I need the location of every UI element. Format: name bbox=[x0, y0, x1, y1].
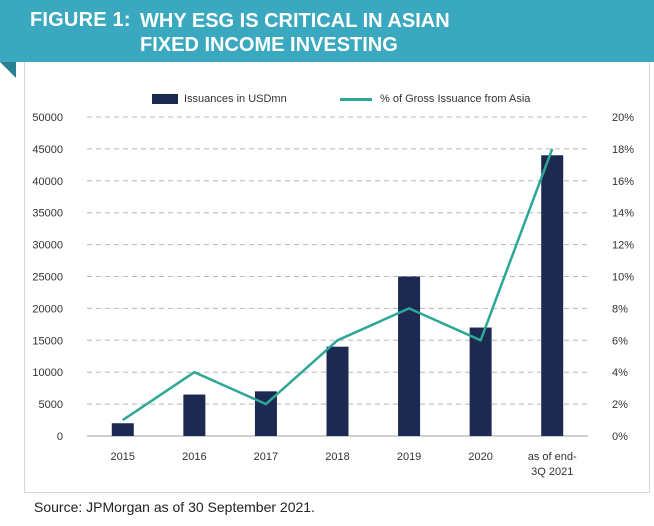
y-tick-label: 25000 bbox=[32, 272, 63, 284]
x-tick-label: 2020 bbox=[468, 451, 492, 463]
figure-title: WHY ESG IS CRITICAL IN ASIAN FIXED INCOM… bbox=[140, 9, 620, 57]
legend-line-swatch bbox=[340, 97, 372, 101]
legend-bars: Issuances in USDmn bbox=[152, 93, 287, 105]
y-tick-label: 15000 bbox=[32, 335, 63, 347]
y-tick-label: 10000 bbox=[32, 367, 63, 379]
bar bbox=[398, 276, 421, 436]
x-tick-label: as of end- bbox=[528, 451, 577, 463]
figure-title-line-1: WHY ESG IS CRITICAL IN ASIAN bbox=[140, 10, 450, 32]
chart-frame bbox=[24, 62, 650, 493]
y-tick-label: 35000 bbox=[32, 208, 63, 220]
figure-banner bbox=[0, 0, 654, 62]
legend-line-label: % of Gross Issuance from Asia bbox=[380, 93, 531, 105]
y2-tick-label: 14% bbox=[612, 208, 634, 220]
bar bbox=[541, 155, 564, 436]
bar bbox=[111, 423, 134, 436]
legend-bar-label: Issuances in USDmn bbox=[184, 93, 287, 105]
figure-label: FIGURE 1: bbox=[30, 9, 131, 31]
y2-tick-label: 6% bbox=[612, 335, 628, 347]
y2-tick-label: 4% bbox=[612, 367, 628, 379]
y-tick-label: 0 bbox=[57, 431, 63, 443]
x-tick-label: 2015 bbox=[111, 451, 135, 463]
x-tick-label: 2019 bbox=[397, 451, 421, 463]
y2-tick-label: 0% bbox=[612, 431, 628, 443]
legend-line: % of Gross Issuance from Asia bbox=[340, 93, 530, 105]
bar bbox=[326, 346, 349, 436]
y2-tick-label: 2% bbox=[612, 399, 628, 411]
y2-tick-label: 12% bbox=[612, 240, 634, 252]
x-tick-label: 2016 bbox=[182, 451, 206, 463]
y2-tick-label: 20% bbox=[612, 112, 634, 124]
y-tick-label: 40000 bbox=[32, 176, 63, 188]
y-tick-label: 50000 bbox=[32, 112, 63, 124]
bar bbox=[183, 394, 206, 436]
y-tick-label: 5000 bbox=[39, 399, 63, 411]
x-tick-label: 3Q 2021 bbox=[531, 466, 573, 478]
y2-tick-label: 10% bbox=[612, 272, 634, 284]
x-tick-label: 2017 bbox=[254, 451, 278, 463]
y-tick-label: 45000 bbox=[32, 144, 63, 156]
bar bbox=[469, 327, 492, 436]
x-tick-label: 2018 bbox=[325, 451, 349, 463]
source-note: Source: JPMorgan as of 30 September 2021… bbox=[34, 499, 315, 515]
y2-tick-label: 18% bbox=[612, 144, 634, 156]
y-tick-label: 30000 bbox=[32, 240, 63, 252]
percent-line bbox=[122, 148, 554, 422]
figure-title-line-2: FIXED INCOME INVESTING bbox=[140, 34, 398, 56]
y-tick-label: 20000 bbox=[32, 303, 63, 315]
y2-tick-label: 8% bbox=[612, 303, 628, 315]
legend-bar-swatch bbox=[152, 94, 178, 104]
banner-fold bbox=[0, 62, 16, 78]
y2-tick-label: 16% bbox=[612, 176, 634, 188]
